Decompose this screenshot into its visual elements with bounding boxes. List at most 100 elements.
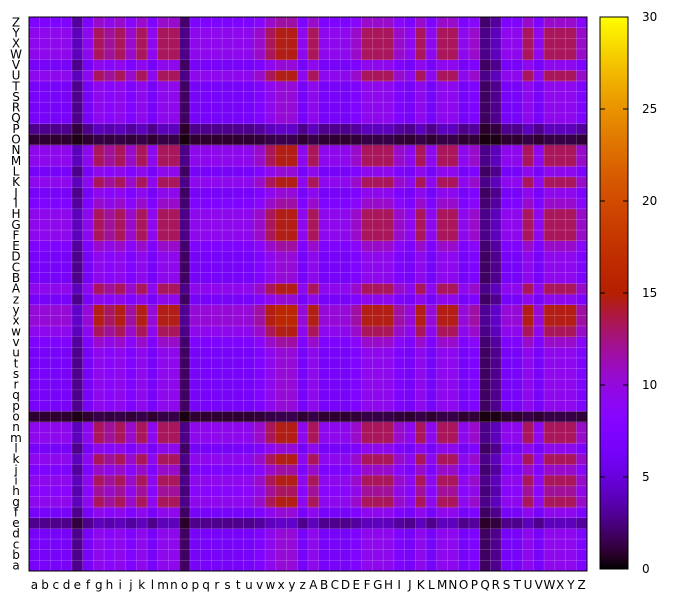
heatmap-cell xyxy=(490,27,502,39)
heatmap-cell xyxy=(61,240,73,252)
heatmap-cell xyxy=(275,464,287,476)
y-tick-label: m xyxy=(10,431,22,445)
heatmap-cell xyxy=(436,539,448,551)
heatmap-cell xyxy=(468,517,481,529)
heatmap-cell xyxy=(533,102,545,114)
heatmap-cell xyxy=(254,379,266,391)
heatmap-cell xyxy=(189,464,202,476)
heatmap-cell xyxy=(157,347,169,359)
heatmap-cell xyxy=(308,389,320,401)
heatmap-cell xyxy=(501,315,513,327)
heatmap-cell xyxy=(71,176,83,188)
heatmap-cell xyxy=(372,549,384,561)
heatmap-cell xyxy=(415,336,427,348)
heatmap-cell xyxy=(286,70,298,82)
heatmap-cell xyxy=(168,368,180,380)
heatmap-cell xyxy=(447,283,459,295)
heatmap-cell xyxy=(372,347,384,359)
heatmap-cell xyxy=(254,294,266,305)
x-tick-label: k xyxy=(138,578,145,592)
heatmap-cell xyxy=(50,379,62,391)
heatmap-cell xyxy=(254,198,266,210)
heatmap-cell xyxy=(415,251,427,263)
heatmap-cell xyxy=(254,112,266,124)
heatmap-cell xyxy=(39,379,51,391)
heatmap-cell xyxy=(297,453,309,465)
heatmap-cell xyxy=(136,123,148,135)
heatmap-cell xyxy=(222,102,234,114)
heatmap-cell xyxy=(393,464,405,476)
heatmap-cell xyxy=(576,507,588,519)
heatmap-cell xyxy=(576,347,588,359)
heatmap-cell xyxy=(458,549,470,561)
heatmap-cell xyxy=(415,347,427,359)
heatmap-cell xyxy=(533,91,545,103)
heatmap-cell xyxy=(297,17,309,28)
heatmap-cell xyxy=(318,262,330,274)
heatmap-cell xyxy=(61,272,73,284)
heatmap-cell xyxy=(426,240,438,252)
heatmap-cell xyxy=(265,144,277,156)
heatmap-cell xyxy=(61,304,73,316)
heatmap-cell xyxy=(447,262,459,274)
heatmap-cell xyxy=(318,91,330,103)
heatmap-cell xyxy=(254,400,266,412)
heatmap-cell xyxy=(200,155,212,167)
heatmap-cell xyxy=(458,27,470,39)
heatmap-cell xyxy=(179,443,191,455)
heatmap-cell xyxy=(147,91,159,103)
heatmap-cell xyxy=(436,443,448,455)
heatmap-cell xyxy=(393,219,405,231)
heatmap-cell xyxy=(426,453,438,465)
heatmap-cell xyxy=(179,496,191,508)
heatmap-cell xyxy=(104,102,116,114)
heatmap-cell xyxy=(50,475,62,487)
heatmap-cell xyxy=(318,368,330,380)
heatmap-cell xyxy=(554,485,566,497)
heatmap-cell xyxy=(104,560,116,572)
heatmap-cell xyxy=(200,198,212,210)
heatmap-cell xyxy=(308,336,320,348)
heatmap-cell xyxy=(189,251,202,263)
heatmap-cell xyxy=(361,325,373,337)
heatmap-cell xyxy=(29,187,41,199)
heatmap-cell xyxy=(522,400,534,412)
heatmap-cell xyxy=(189,453,202,465)
heatmap-cell xyxy=(511,166,523,178)
heatmap-cell xyxy=(393,176,405,188)
heatmap-cell xyxy=(329,464,341,476)
heatmap-cell xyxy=(189,368,202,380)
heatmap-cell xyxy=(265,517,277,529)
heatmap-cell xyxy=(232,421,244,433)
heatmap-cell xyxy=(415,230,427,242)
heatmap-cell xyxy=(114,27,126,39)
heatmap-cell xyxy=(468,421,481,433)
heatmap-cell xyxy=(211,411,223,423)
heatmap-cell xyxy=(308,240,320,252)
heatmap-cell xyxy=(479,517,491,529)
heatmap-cell xyxy=(254,336,266,348)
heatmap-cell xyxy=(468,208,481,220)
heatmap-cell xyxy=(179,230,191,242)
heatmap-cell xyxy=(501,304,513,316)
x-tick-label: S xyxy=(503,578,511,592)
heatmap-cell xyxy=(61,230,73,242)
heatmap-cell xyxy=(490,368,502,380)
heatmap-cell xyxy=(511,528,523,540)
heatmap-cell xyxy=(222,240,234,252)
heatmap-cell xyxy=(61,102,73,114)
heatmap-cell xyxy=(447,166,459,178)
heatmap-cell xyxy=(426,91,438,103)
heatmap-cell xyxy=(168,357,180,369)
heatmap-cell xyxy=(93,496,105,508)
heatmap-cell xyxy=(286,453,298,465)
heatmap-cell xyxy=(286,134,298,146)
heatmap-cell xyxy=(576,17,588,28)
heatmap-cell xyxy=(426,187,438,199)
heatmap-cell xyxy=(222,560,234,572)
heatmap-cell xyxy=(511,464,523,476)
heatmap-cell xyxy=(479,198,491,210)
heatmap-cell xyxy=(318,325,330,337)
heatmap-cell xyxy=(136,176,148,188)
heatmap-cell xyxy=(222,357,234,369)
